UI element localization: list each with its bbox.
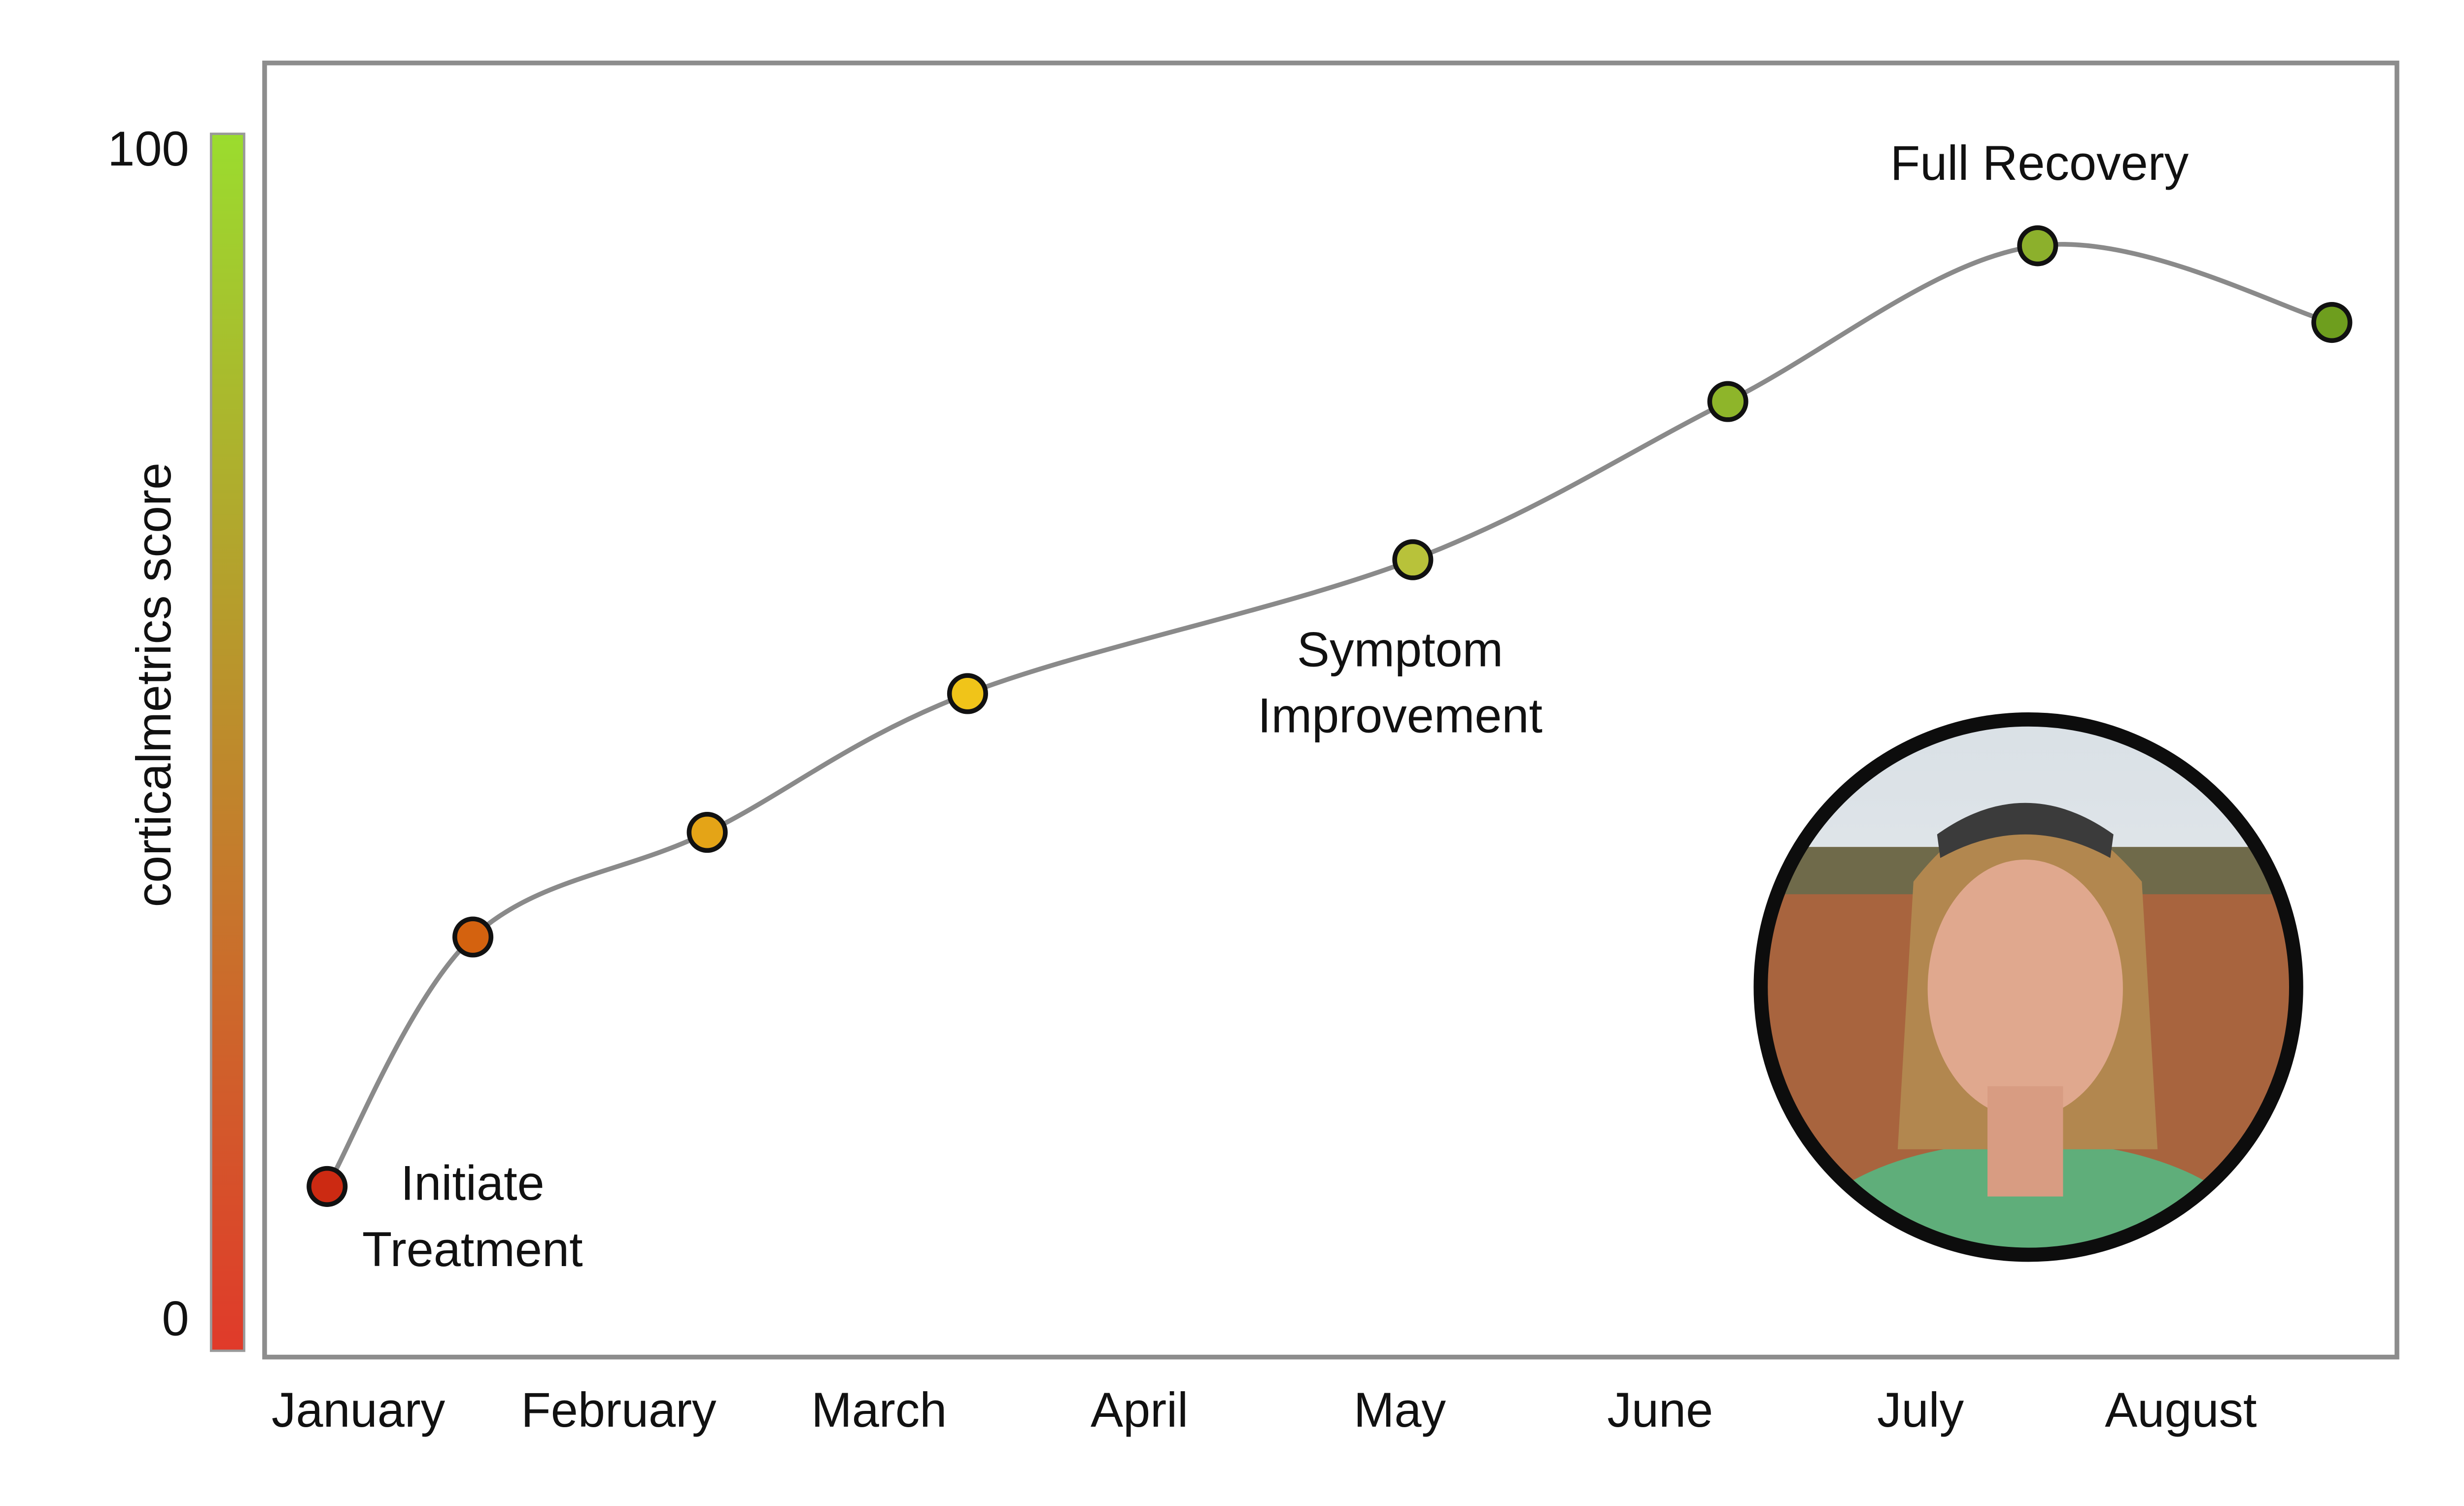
line	[325, 242, 2333, 1188]
x-tick-label: August	[2105, 1382, 2257, 1437]
x-tick-label: April	[1091, 1382, 1188, 1437]
y-tick-label: 100	[107, 121, 189, 176]
photo	[1753, 712, 2303, 1262]
point	[452, 916, 494, 958]
point	[1707, 381, 1748, 422]
point	[2017, 225, 2058, 267]
annotation: Initiate	[401, 1156, 545, 1210]
y-tick-label: 0	[162, 1291, 189, 1346]
point	[686, 812, 728, 853]
plot-frame	[262, 61, 2399, 1360]
annotation: Symptom	[1297, 622, 1503, 676]
colorbar	[209, 133, 245, 1352]
x-tick-label: May	[1354, 1382, 1446, 1437]
x-tick-label: January	[272, 1382, 445, 1437]
point	[307, 1166, 348, 1207]
annotation: Improvement	[1258, 688, 1542, 743]
point	[2311, 301, 2353, 343]
annotation: Full Recovery	[1890, 135, 2189, 190]
x-tick-label: March	[811, 1382, 947, 1437]
x-tick-label: February	[521, 1382, 717, 1437]
y-axis-label: corticalmetrics score	[126, 463, 181, 907]
annotation: Treatment	[362, 1222, 583, 1276]
point	[947, 673, 988, 714]
x-tick-label: June	[1607, 1382, 1713, 1437]
x-tick-label: July	[1877, 1382, 1964, 1437]
point	[1392, 539, 1434, 580]
